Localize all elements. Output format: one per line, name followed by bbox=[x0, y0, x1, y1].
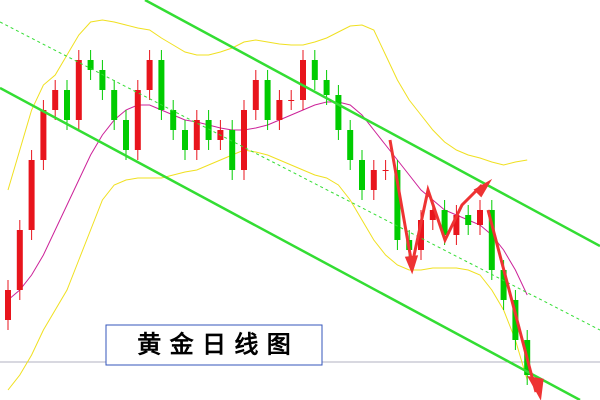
indicator-line bbox=[7, 19, 528, 191]
candle-body bbox=[500, 270, 507, 300]
candle-body bbox=[241, 110, 247, 170]
candle-body bbox=[252, 80, 259, 110]
candle-body bbox=[64, 90, 70, 120]
candle-body bbox=[335, 95, 342, 130]
candle-body bbox=[87, 60, 94, 70]
candle-body bbox=[134, 90, 141, 150]
indicator-line bbox=[7, 101, 528, 301]
candle-body bbox=[182, 130, 188, 150]
candle-body bbox=[370, 170, 377, 190]
candle-body bbox=[52, 90, 59, 110]
candle-body bbox=[205, 120, 212, 140]
candle-body bbox=[123, 120, 129, 150]
candle-body bbox=[394, 170, 401, 240]
channel-upper bbox=[144, 0, 600, 248]
candle-body bbox=[512, 300, 519, 340]
arrow-head bbox=[473, 178, 493, 198]
candle-body bbox=[28, 160, 35, 230]
candle-body bbox=[347, 130, 354, 160]
arrow-head bbox=[527, 376, 544, 400]
candle-body bbox=[40, 110, 47, 160]
down-arrow bbox=[486, 209, 538, 393]
candle-body bbox=[16, 230, 23, 290]
candle-body bbox=[264, 80, 271, 120]
candle-body bbox=[382, 170, 389, 171]
candle-body bbox=[311, 60, 318, 80]
candle-body bbox=[429, 210, 436, 220]
candle-body bbox=[99, 70, 106, 90]
candle-body bbox=[276, 100, 283, 120]
candle-body bbox=[146, 60, 153, 90]
candle-body bbox=[323, 80, 330, 95]
candle-body bbox=[75, 60, 82, 120]
candle-body bbox=[488, 210, 495, 270]
candle-body bbox=[441, 210, 448, 235]
candle-body bbox=[111, 90, 118, 120]
candle-body bbox=[300, 60, 306, 100]
candle-body bbox=[359, 160, 365, 190]
candle-body bbox=[288, 100, 295, 101]
candle-body bbox=[158, 60, 165, 110]
candle-body bbox=[170, 110, 177, 130]
candle-body bbox=[477, 210, 483, 225]
candle-body bbox=[193, 120, 200, 150]
channel-lower bbox=[0, 86, 581, 400]
wave-path bbox=[388, 139, 484, 266]
channel-mid bbox=[0, 21, 600, 331]
label-box bbox=[105, 324, 323, 366]
chart-title: 黄 金 日 线 图 bbox=[137, 330, 290, 359]
candle-body bbox=[5, 290, 11, 320]
candle-body bbox=[229, 130, 236, 170]
candle-body bbox=[418, 220, 424, 250]
indicator-line bbox=[7, 149, 528, 391]
candle-body bbox=[465, 215, 472, 225]
wave-arrows bbox=[388, 139, 544, 400]
arrow-head bbox=[404, 255, 419, 275]
candle-body bbox=[453, 215, 460, 235]
